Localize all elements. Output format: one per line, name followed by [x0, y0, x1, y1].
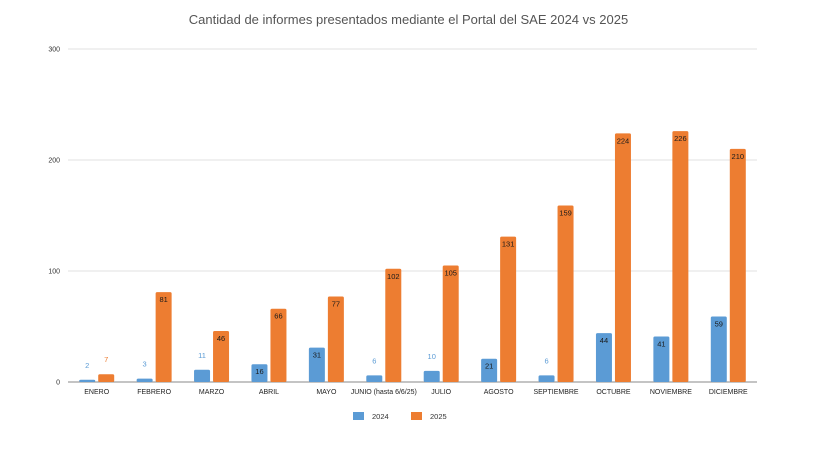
- bar-2025: [614, 133, 631, 382]
- x-tick-label: AGOSTO: [484, 389, 514, 396]
- x-tick-label: FEBRERO: [137, 389, 171, 396]
- data-label: 210: [732, 152, 745, 161]
- y-tick-label: 0: [56, 380, 60, 387]
- legend-swatch-2025: [411, 412, 422, 420]
- data-label: 81: [159, 295, 167, 304]
- y-tick-label: 200: [48, 158, 60, 165]
- data-label: 226: [674, 134, 687, 143]
- bar-2025: [155, 292, 172, 382]
- data-label: 77: [332, 300, 340, 309]
- x-tick-label: SEPTIEMBRE: [533, 389, 578, 396]
- data-label: 159: [559, 209, 572, 218]
- data-label: 105: [444, 268, 457, 277]
- data-label: 16: [255, 367, 263, 376]
- bar-2024: [194, 369, 211, 382]
- bar-2024: [136, 378, 153, 382]
- data-label: 66: [274, 312, 282, 321]
- data-label: 131: [502, 240, 515, 249]
- bar-2024: [710, 316, 727, 382]
- data-label: 7: [104, 355, 108, 364]
- bar-2025: [442, 265, 459, 382]
- bar-2025: [385, 268, 402, 382]
- x-tick-label: ENERO: [84, 389, 109, 396]
- y-tick-label: 300: [48, 47, 60, 54]
- bar-2024: [308, 347, 325, 382]
- bar-2025: [672, 131, 689, 382]
- chart-title: Cantidad de informes presentados mediant…: [188, 12, 629, 27]
- bar-2025: [557, 205, 574, 382]
- data-label: 46: [217, 334, 225, 343]
- legend-label: 2025: [430, 412, 447, 421]
- x-tick-label: ABRIL: [259, 389, 279, 396]
- data-label: 6: [372, 356, 376, 365]
- bar-2024: [366, 375, 383, 382]
- x-tick-label: MARZO: [199, 389, 225, 396]
- data-label: 102: [387, 272, 400, 281]
- bar-2025: [327, 296, 344, 382]
- bar-2025: [98, 374, 115, 382]
- bar-2024: [481, 358, 498, 382]
- data-label: 59: [715, 320, 723, 329]
- bar-2024: [251, 364, 268, 382]
- bar-2024: [538, 375, 555, 382]
- data-label: 21: [485, 362, 493, 371]
- x-tick-label: NOVIEMBRE: [650, 389, 692, 396]
- y-tick-label: 100: [48, 269, 60, 276]
- bar-2025: [213, 330, 230, 382]
- data-label: 44: [600, 336, 608, 345]
- x-tick-label: JUNIO (hasta 6/6/25): [351, 389, 417, 396]
- x-tick-label: JULIO: [431, 389, 451, 396]
- bar-2024: [79, 379, 96, 382]
- bar-2024: [423, 370, 440, 382]
- bar-2024: [653, 336, 670, 382]
- data-label: 11: [198, 351, 206, 360]
- x-tick-label: DICIEMBRE: [709, 389, 748, 396]
- bar-2025: [270, 308, 287, 382]
- data-label: 3: [143, 360, 147, 369]
- data-label: 6: [544, 356, 548, 365]
- x-tick-label: MAYO: [316, 389, 337, 396]
- x-tick-label: OCTUBRE: [596, 389, 631, 396]
- legend-swatch-2024: [353, 412, 364, 420]
- bar-2025: [500, 236, 517, 382]
- data-label: 10: [428, 352, 436, 361]
- data-label: 41: [657, 339, 665, 348]
- data-label: 224: [617, 136, 630, 145]
- bar-2025: [729, 148, 746, 382]
- data-label: 2: [85, 361, 89, 370]
- data-label: 31: [313, 351, 321, 360]
- bar-2024: [595, 333, 612, 382]
- legend-label: 2024: [372, 412, 389, 421]
